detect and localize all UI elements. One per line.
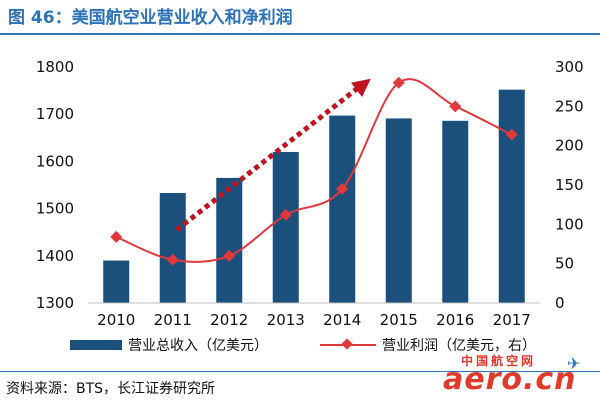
footer-divider bbox=[0, 371, 600, 372]
revenue-bar-2017 bbox=[498, 89, 525, 303]
profit-line bbox=[115, 78, 513, 263]
profit-line-group bbox=[110, 76, 518, 266]
watermark-cn-text: 中国航空网 bbox=[461, 354, 537, 368]
y-right-tick-150: 150 bbox=[555, 176, 584, 194]
x-tick-2014: 2014 bbox=[323, 311, 361, 329]
legend-profit: 营业利润（亿美元，右） bbox=[320, 334, 536, 356]
x-tick-2016: 2016 bbox=[436, 311, 474, 329]
y-right-tick-200: 200 bbox=[555, 137, 584, 155]
profit-point-2011 bbox=[166, 253, 179, 266]
revenue-bar-2013 bbox=[272, 151, 299, 303]
x-tick-2017: 2017 bbox=[493, 311, 531, 329]
trend-arrow-group bbox=[175, 78, 371, 232]
trend-arrow-shaft bbox=[175, 83, 363, 232]
y-right-tick-300: 300 bbox=[555, 58, 584, 76]
profit-point-2010 bbox=[110, 230, 123, 243]
profit-point-2014 bbox=[336, 182, 349, 195]
y-right-tick-100: 100 bbox=[555, 215, 584, 233]
axes-group: 1300 1400 1500 1600 1700 1800 0 50 100 150 200 250 3… bbox=[36, 58, 584, 329]
x-tick-2013: 2013 bbox=[267, 311, 305, 329]
legend-bar-swatch bbox=[70, 340, 122, 350]
revenue-bar-2014 bbox=[329, 115, 356, 303]
x-tick-2015: 2015 bbox=[380, 311, 418, 329]
y-right-tick-0: 0 bbox=[555, 294, 565, 312]
title-divider bbox=[0, 33, 600, 35]
y-right-tick-50: 50 bbox=[555, 255, 574, 273]
trend-arrow-head bbox=[351, 78, 371, 97]
profit-point-2012 bbox=[223, 249, 236, 262]
aero-cn-watermark: 中国航空网 aero.cn ✈ bbox=[443, 352, 593, 400]
revenue-bar-2015 bbox=[385, 118, 412, 303]
profit-point-2013 bbox=[279, 208, 292, 221]
revenue-bar-2016 bbox=[442, 120, 469, 303]
y-left-tick-1500: 1500 bbox=[36, 200, 74, 218]
revenue-bar-2012 bbox=[216, 177, 243, 303]
profit-point-2015 bbox=[392, 76, 405, 89]
watermark-en-text: aero.cn bbox=[443, 362, 577, 397]
legend-revenue-label: 营业总收入（亿美元） bbox=[128, 338, 268, 354]
x-tick-2011: 2011 bbox=[154, 311, 192, 329]
airplane-icon: ✈ bbox=[567, 354, 581, 373]
y-right-tick-250: 250 bbox=[555, 97, 584, 115]
legend-revenue: 营业总收入（亿美元） bbox=[70, 334, 268, 356]
source-note: 资料来源：BTS，长江证券研究所 bbox=[6, 381, 216, 397]
y-left-tick-1300: 1300 bbox=[36, 294, 74, 312]
profit-point-2017 bbox=[505, 128, 518, 141]
x-tick-2012: 2012 bbox=[210, 311, 248, 329]
legend-profit-label: 营业利润（亿美元，右） bbox=[382, 338, 536, 354]
profit-point-2016 bbox=[449, 100, 462, 113]
y-left-tick-1600: 1600 bbox=[36, 152, 74, 170]
chart-title: 图 46：美国航空业营业收入和净利润 bbox=[8, 8, 293, 28]
y-left-tick-1700: 1700 bbox=[36, 105, 74, 123]
legend-line-swatch bbox=[320, 338, 376, 351]
y-left-tick-1400: 1400 bbox=[36, 247, 74, 265]
y-left-tick-1800: 1800 bbox=[36, 58, 74, 76]
revenue-bar-2011 bbox=[159, 193, 186, 303]
x-tick-2010: 2010 bbox=[97, 311, 135, 329]
bars-group bbox=[103, 89, 525, 303]
revenue-bar-2010 bbox=[103, 260, 130, 303]
chart-area: 1300 1400 1500 1600 1700 1800 0 50 100 150 200 250 3… bbox=[36, 58, 584, 329]
